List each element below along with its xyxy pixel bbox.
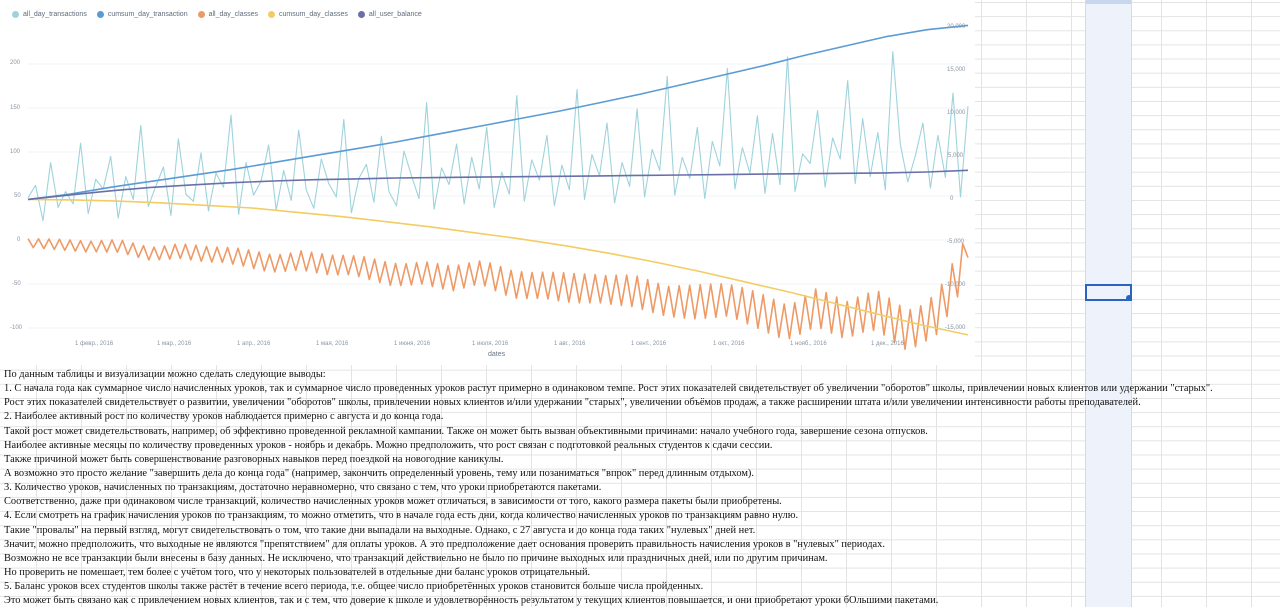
left-axis-tick: 200 [10, 60, 21, 66]
selected-column[interactable] [1085, 0, 1132, 607]
selected-cell[interactable] [1085, 284, 1132, 301]
text-line: Это может быть связано как с привлечение… [4, 595, 939, 607]
text-line: По данным таблицы и визуализации можно с… [4, 369, 326, 380]
right-axis-tick: -5,000 [947, 239, 965, 245]
x-axis-tick: 1 нояб., 2016 [790, 341, 827, 347]
right-axis-tick: 10,000 [947, 110, 966, 116]
text-line: 2. Наиболее активный рост по количеству … [4, 411, 444, 423]
x-axis-tick: 1 апр., 2016 [237, 341, 271, 347]
chart-plot [27, 24, 969, 351]
x-axis-tick: 1 июля, 2016 [472, 341, 509, 347]
conclusions-text: По данным таблицы и визуализации можно с… [4, 368, 1276, 608]
text-line: Такие "провалы" на первый взгляд, могут … [4, 524, 756, 536]
legend-label: all_user_balance [368, 10, 422, 18]
legend-item[interactable]: cumsum_day_transaction [96, 10, 188, 18]
x-axis-tick: 1 окт., 2016 [713, 341, 745, 347]
series-line-cumsum-day-transaction[interactable] [27, 24, 969, 201]
legend-item[interactable]: all_day_transactions [12, 10, 87, 18]
text-line: Соответственно, даже при одинаковом числ… [4, 496, 782, 508]
legend-item[interactable]: cumsum_day_classes [268, 10, 348, 18]
text-line: Возможно не все транзакции были внесены … [4, 552, 828, 564]
series-line-all-day-transactions[interactable] [27, 51, 969, 222]
x-axis-tick: 1 мая, 2016 [316, 341, 349, 347]
fill-handle[interactable] [1126, 295, 1132, 301]
text-line: Но проверить не помешает, тем более с уч… [4, 566, 591, 578]
chart-legend: all_day_transactions cumsum_day_transact… [12, 8, 422, 20]
x-axis-tick: 1 июня, 2016 [394, 341, 431, 347]
text-line: Рост этих показателей свидетельствует о … [4, 397, 1141, 409]
x-axis-tick: 1 мар., 2016 [157, 341, 192, 347]
text-line: 1. С начала года как суммарное число нач… [4, 383, 1213, 395]
left-axis-tick: -50 [12, 281, 21, 287]
x-axis-tick: 1 авг., 2016 [554, 341, 586, 347]
legend-label: all_day_classes [208, 10, 259, 18]
series-line-all-user-balance[interactable] [27, 169, 969, 201]
right-axis-tick: 0 [950, 196, 954, 202]
right-axis-tick: 20,000 [947, 24, 966, 30]
legend-label: all_day_transactions [23, 10, 87, 18]
legend-swatch [268, 10, 276, 18]
x-axis-tick: 1 сент., 2016 [631, 341, 667, 347]
legend-label: cumsum_day_transaction [107, 10, 188, 18]
text-line: 3. Количество уроков, начисленных по тра… [4, 482, 602, 494]
legend-swatch [357, 10, 365, 18]
legend-label: cumsum_day_classes [279, 10, 348, 18]
series-line-cumsum-day-classes[interactable] [27, 198, 969, 336]
right-axis-tick: -15,000 [945, 325, 966, 331]
text-line: Также причиной может быть совершенствова… [4, 453, 504, 465]
right-axis-tick: -10,000 [945, 282, 966, 288]
right-axis-tick: 5,000 [948, 153, 964, 159]
x-axis-title: dates [488, 351, 506, 358]
text-line: Значит, можно предположить, что выходные… [4, 538, 885, 550]
text-line: 5. Баланс уроков всех студентов школы та… [4, 581, 704, 593]
x-axis-tick: 1 дек., 2016 [871, 341, 904, 347]
text-line: Такой рост может свидетельствовать, напр… [4, 425, 928, 437]
legend-swatch [197, 10, 205, 18]
left-axis-tick: 0 [17, 237, 21, 243]
left-axis-tick: 100 [10, 149, 21, 155]
legend-item[interactable]: all_day_classes [197, 10, 259, 18]
legend-swatch [12, 10, 19, 18]
legend-swatch [96, 10, 104, 18]
legend-item[interactable]: all_user_balance [357, 10, 422, 18]
left-axis-tick: 50 [14, 193, 21, 199]
right-axis-tick: 15,000 [947, 67, 966, 73]
left-axis-tick: 150 [10, 105, 21, 111]
left-axis-tick: -100 [10, 325, 23, 331]
text-line: А возможно это просто желание "завершить… [4, 467, 754, 479]
text-line: Наиболее активные месяцы по количеству п… [4, 439, 773, 451]
embedded-chart[interactable]: all_day_transactions cumsum_day_transact… [0, 0, 975, 365]
x-axis-tick: 1 февр., 2016 [75, 341, 114, 347]
series-line-all-day-classes[interactable] [27, 238, 969, 351]
text-line: 4. Если смотреть на график начисления ур… [4, 510, 799, 522]
